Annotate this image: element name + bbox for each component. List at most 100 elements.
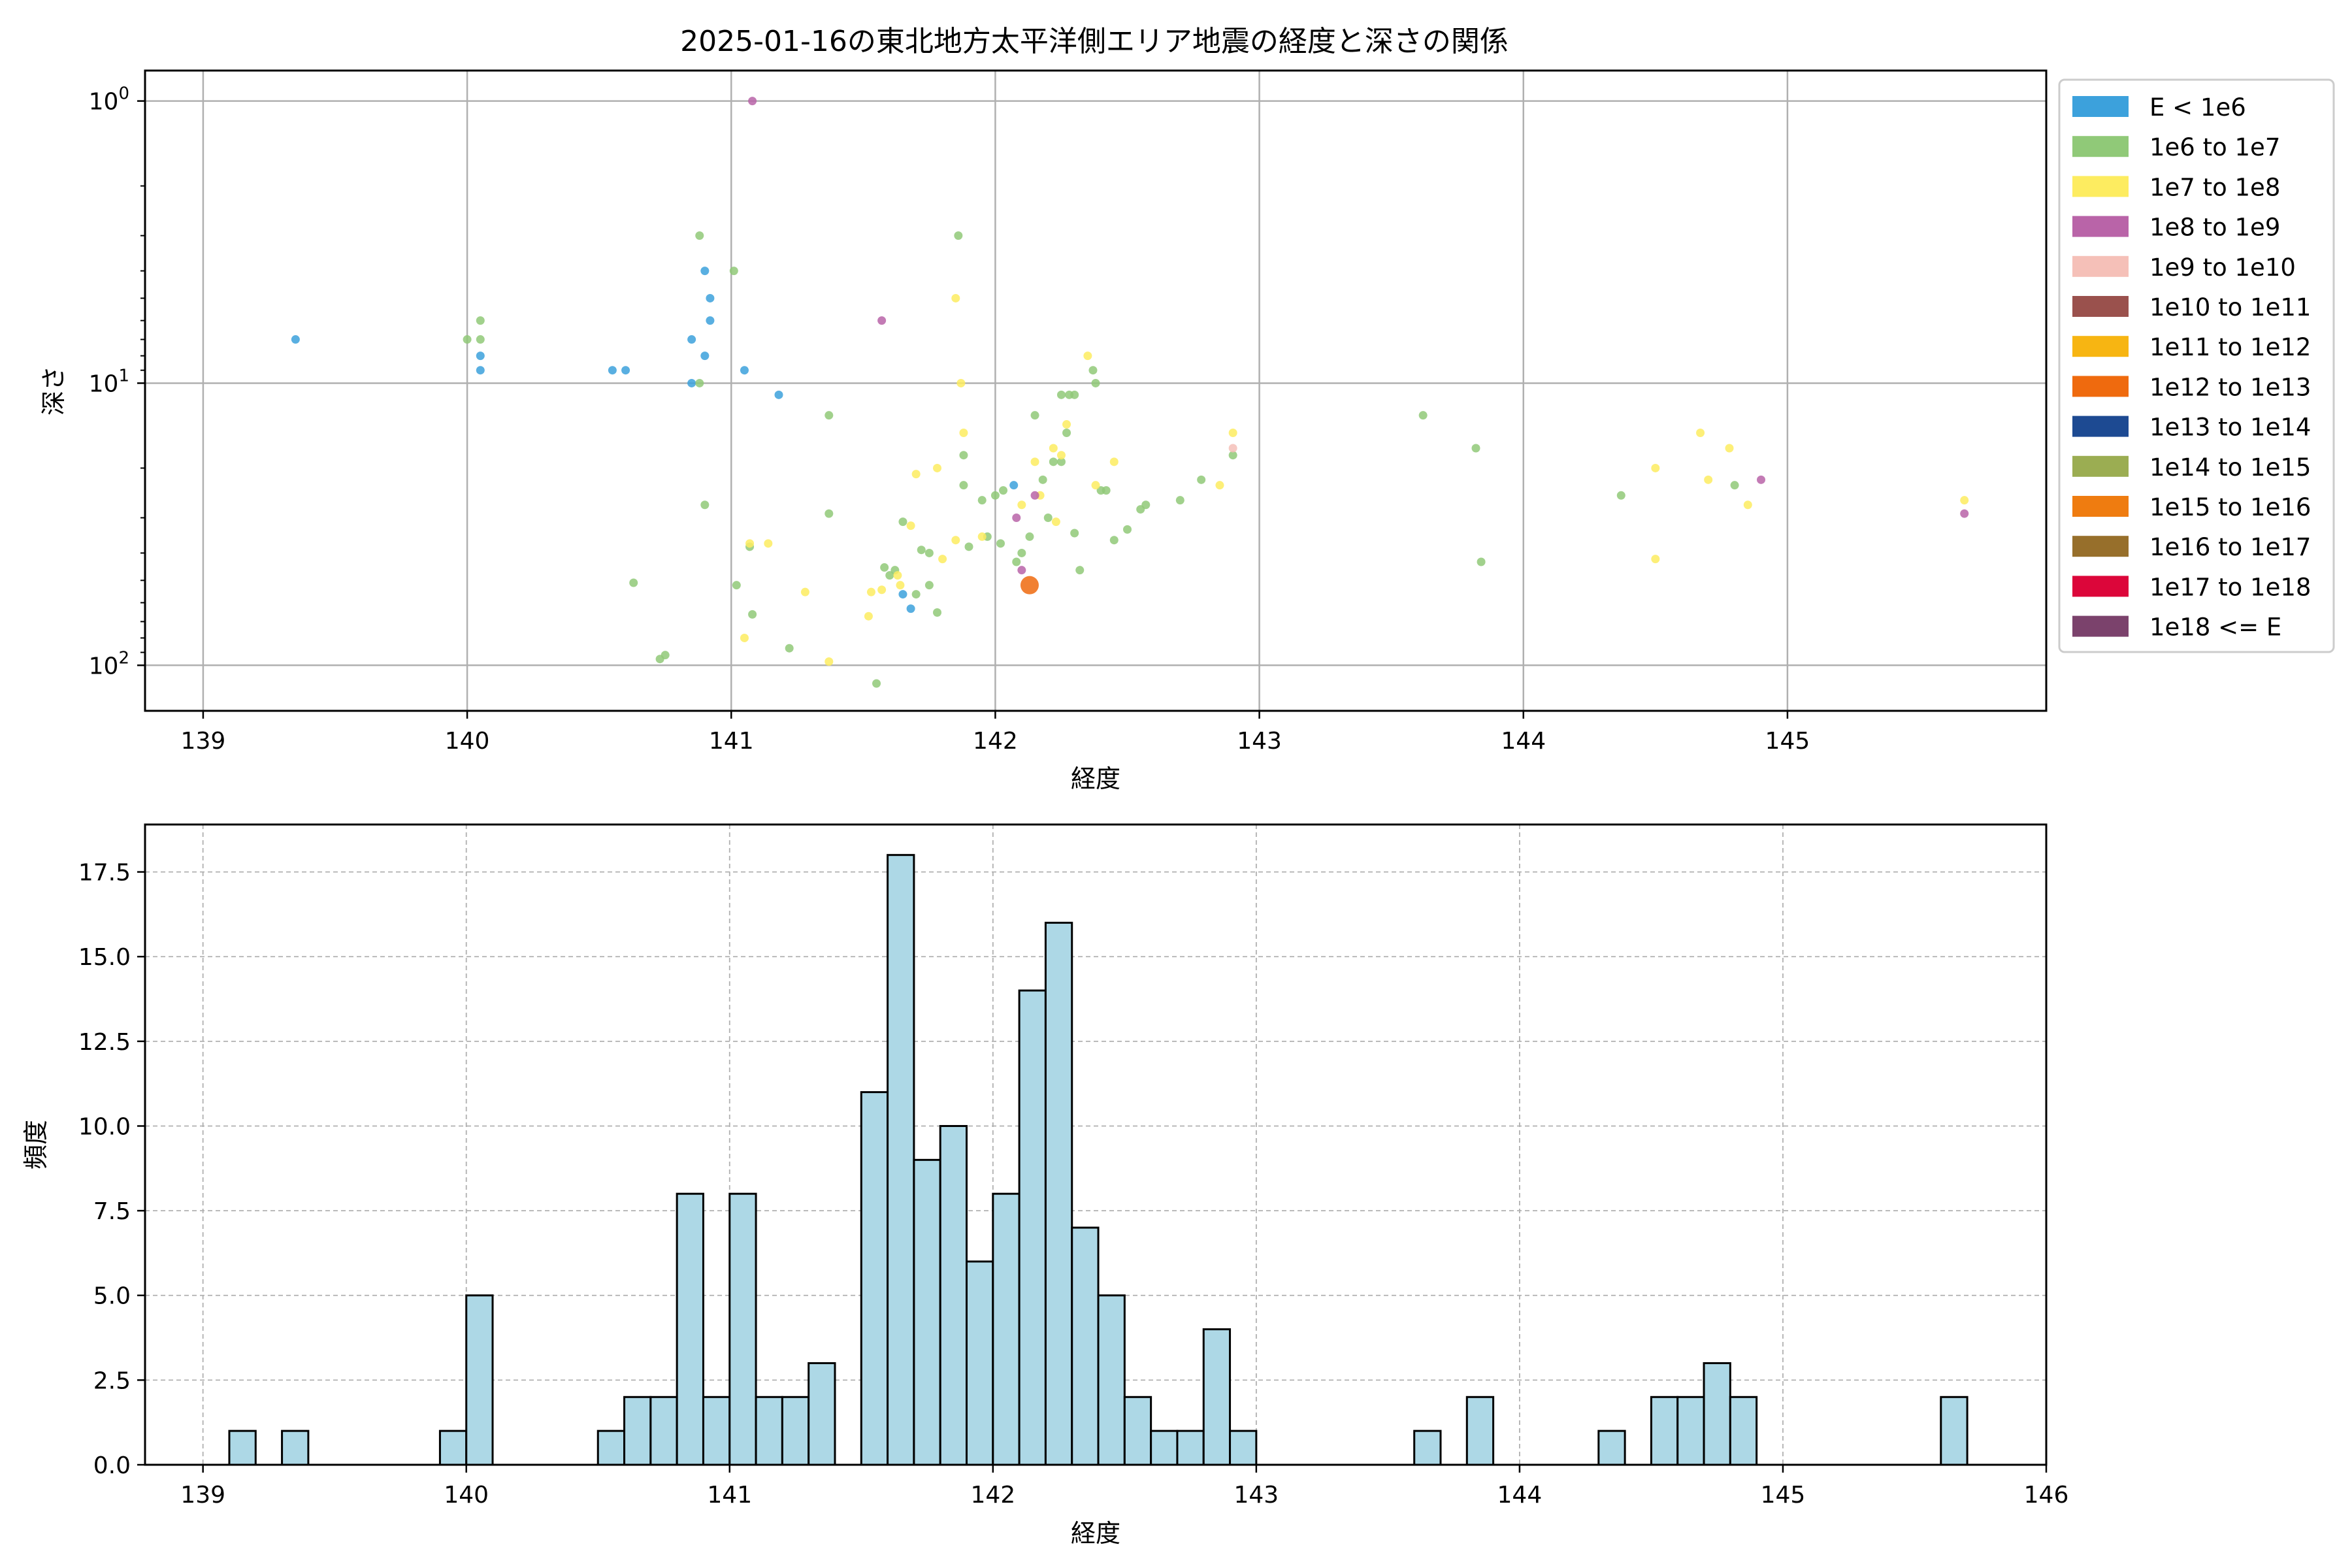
scatter-point bbox=[463, 335, 472, 344]
scatter-point bbox=[938, 555, 947, 564]
scatter-point bbox=[1049, 457, 1058, 466]
histogram-bar bbox=[1071, 1226, 1100, 1466]
histogram-bar bbox=[1097, 1294, 1126, 1466]
scatter-point bbox=[1109, 457, 1119, 466]
histogram-y-tick-label: 15.0 bbox=[78, 944, 131, 971]
legend-label: 1e8 to 1e9 bbox=[2149, 214, 2280, 242]
scatter-point bbox=[956, 378, 966, 387]
scatter-point bbox=[1757, 475, 1765, 484]
histogram-x-ticks: 139 140 141 142 143 144 145 146 bbox=[180, 1465, 2068, 1509]
legend-swatch bbox=[2072, 336, 2129, 357]
legend-label: 1e6 to 1e7 bbox=[2149, 133, 2280, 161]
scatter-point bbox=[898, 517, 907, 527]
scatter-point bbox=[1030, 457, 1039, 466]
histogram-bar bbox=[1676, 1396, 1705, 1466]
scatter-y-tick-label: 100 bbox=[89, 84, 129, 116]
histogram-bar bbox=[966, 1260, 994, 1466]
histogram-bar bbox=[649, 1396, 678, 1466]
scatter-point bbox=[1088, 366, 1098, 375]
scatter-point bbox=[1038, 475, 1047, 484]
histogram-x-tick-label: 145 bbox=[1761, 1482, 1806, 1509]
scatter-point bbox=[476, 335, 485, 344]
scatter-point bbox=[825, 657, 834, 666]
scatter-point bbox=[695, 378, 704, 387]
scatter-point bbox=[1228, 444, 1237, 453]
scatter-x-tick-label: 143 bbox=[1237, 728, 1282, 755]
legend: E < 1e6 1e6 to 1e7 1e7 to 1e8 1e8 to 1e9 1e9… bbox=[2058, 78, 2335, 653]
scatter-point bbox=[951, 536, 960, 545]
legend-label: 1e12 to 1e13 bbox=[2149, 373, 2311, 401]
histogram-bar bbox=[1044, 921, 1073, 1466]
histogram-bar bbox=[1413, 1429, 1442, 1466]
legend-swatch bbox=[2072, 416, 2129, 437]
histogram-bar bbox=[728, 1192, 757, 1466]
legend-items: E < 1e6 1e6 to 1e7 1e7 to 1e8 1e8 to 1e9 1e9… bbox=[2072, 93, 2311, 642]
scatter-point bbox=[748, 610, 757, 619]
scatter-point bbox=[877, 585, 887, 595]
scatter-point bbox=[872, 679, 881, 688]
scatter-point bbox=[1471, 444, 1480, 453]
legend-swatch bbox=[2072, 176, 2129, 197]
histogram-bar bbox=[887, 854, 915, 1466]
histogram-x-tick-label: 146 bbox=[2024, 1482, 2069, 1509]
scatter-point bbox=[1123, 525, 1132, 534]
scatter-point bbox=[1477, 557, 1486, 566]
histogram-bar bbox=[1176, 1429, 1205, 1466]
scatter-point bbox=[1056, 451, 1066, 460]
histogram-y-label: 頻度 bbox=[22, 1120, 50, 1169]
scatter-point bbox=[706, 316, 715, 325]
scatter-x-tick-label: 140 bbox=[445, 728, 490, 755]
scatter-point bbox=[896, 581, 905, 590]
scatter-point bbox=[1017, 500, 1026, 510]
scatter-point bbox=[687, 335, 696, 344]
scatter-x-label: 経度 bbox=[1071, 764, 1120, 793]
scatter-point bbox=[1051, 517, 1060, 527]
histogram-x-label: 経度 bbox=[1071, 1519, 1120, 1548]
legend-swatch bbox=[2072, 96, 2129, 117]
legend-label: 1e17 to 1e18 bbox=[2149, 573, 2311, 601]
legend-label: 1e13 to 1e14 bbox=[2149, 414, 2311, 442]
histogram-y-tick-label: 0.0 bbox=[93, 1452, 131, 1479]
legend-label: 1e18 <= E bbox=[2149, 613, 2281, 642]
legend-label: 1e14 to 1e15 bbox=[2149, 453, 2311, 482]
scatter-point bbox=[729, 267, 738, 276]
scatter-point bbox=[608, 366, 617, 375]
legend-label: 1e11 to 1e12 bbox=[2149, 333, 2311, 361]
legend-swatch bbox=[2072, 536, 2129, 557]
scatter-point bbox=[933, 608, 941, 617]
scatter-point bbox=[700, 351, 710, 361]
scatter-point bbox=[954, 231, 963, 240]
histogram-bar bbox=[676, 1192, 704, 1466]
scatter-point bbox=[917, 546, 926, 555]
scatter-point bbox=[748, 97, 757, 106]
legend-swatch bbox=[2072, 455, 2129, 477]
histogram-bar bbox=[939, 1124, 968, 1466]
histogram-bar bbox=[1018, 989, 1047, 1466]
scatter-point bbox=[964, 542, 973, 551]
scatter-point bbox=[924, 548, 934, 557]
scatter-point bbox=[959, 481, 968, 490]
scatter-point bbox=[951, 293, 960, 302]
scatter-x-ticks: 139 140 141 142 143 144 145 bbox=[181, 711, 1810, 755]
scatter-y-tick-label: 102 bbox=[89, 648, 129, 679]
histogram-bar bbox=[438, 1429, 468, 1466]
scatter-point bbox=[877, 316, 887, 325]
scatter-point bbox=[885, 571, 894, 580]
scatter-point bbox=[1062, 420, 1071, 429]
histogram-bar bbox=[465, 1294, 494, 1466]
scatter-point bbox=[1730, 481, 1739, 490]
scatter-point bbox=[740, 633, 749, 642]
scatter-point bbox=[893, 571, 902, 580]
legend-label: E < 1e6 bbox=[2149, 93, 2246, 122]
scatter-x-tick-label: 145 bbox=[1765, 728, 1810, 755]
histogram-bar bbox=[992, 1192, 1021, 1466]
legend-swatch bbox=[2072, 615, 2129, 637]
histogram-bar bbox=[1650, 1396, 1679, 1466]
histogram-bar bbox=[281, 1429, 310, 1466]
legend-swatch bbox=[2072, 136, 2129, 157]
scatter-x-tick-label: 141 bbox=[709, 728, 754, 755]
scatter-point bbox=[774, 390, 783, 399]
legend-swatch bbox=[2072, 296, 2129, 317]
scatter-axes-frame bbox=[144, 69, 2048, 712]
scatter-point bbox=[1056, 390, 1066, 399]
